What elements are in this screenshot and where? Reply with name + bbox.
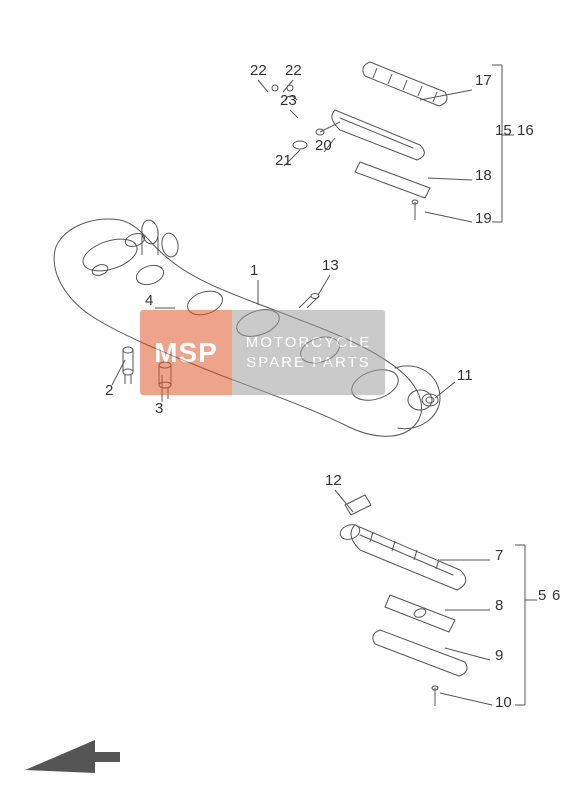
- watermark: MSP MOTORCYCLE SPARE PARTS: [140, 310, 385, 395]
- callout-21: 21: [275, 152, 292, 169]
- callout-5: 5: [538, 587, 546, 604]
- callout-15: 15: [495, 122, 512, 139]
- callout-9: 9: [495, 647, 503, 664]
- watermark-brand: MSP: [140, 310, 232, 395]
- diagram-canvas: [0, 0, 584, 800]
- callout-2: 2: [105, 382, 113, 399]
- callout-23: 23: [280, 92, 297, 109]
- callout-16: 16: [517, 122, 534, 139]
- callout-12: 12: [325, 472, 342, 489]
- callout-18: 18: [475, 167, 492, 184]
- callout-7: 7: [495, 547, 503, 564]
- callout-10: 10: [495, 694, 512, 711]
- callout-4: 4: [145, 292, 153, 309]
- callout-1: 1: [250, 262, 258, 279]
- callout-13: 13: [322, 257, 339, 274]
- callout-19: 19: [475, 210, 492, 227]
- callout-11: 11: [457, 367, 473, 384]
- callout-6: 6: [552, 587, 560, 604]
- callout-3: 3: [155, 400, 163, 417]
- callout-22b: 22: [285, 62, 302, 79]
- callout-8: 8: [495, 597, 503, 614]
- watermark-line1: MOTORCYCLE: [246, 333, 372, 353]
- watermark-tagline: MOTORCYCLE SPARE PARTS: [232, 310, 385, 395]
- callout-22: 22: [250, 62, 267, 79]
- callout-17: 17: [475, 72, 492, 89]
- watermark-line2: SPARE PARTS: [246, 353, 372, 373]
- callout-20: 20: [315, 137, 332, 154]
